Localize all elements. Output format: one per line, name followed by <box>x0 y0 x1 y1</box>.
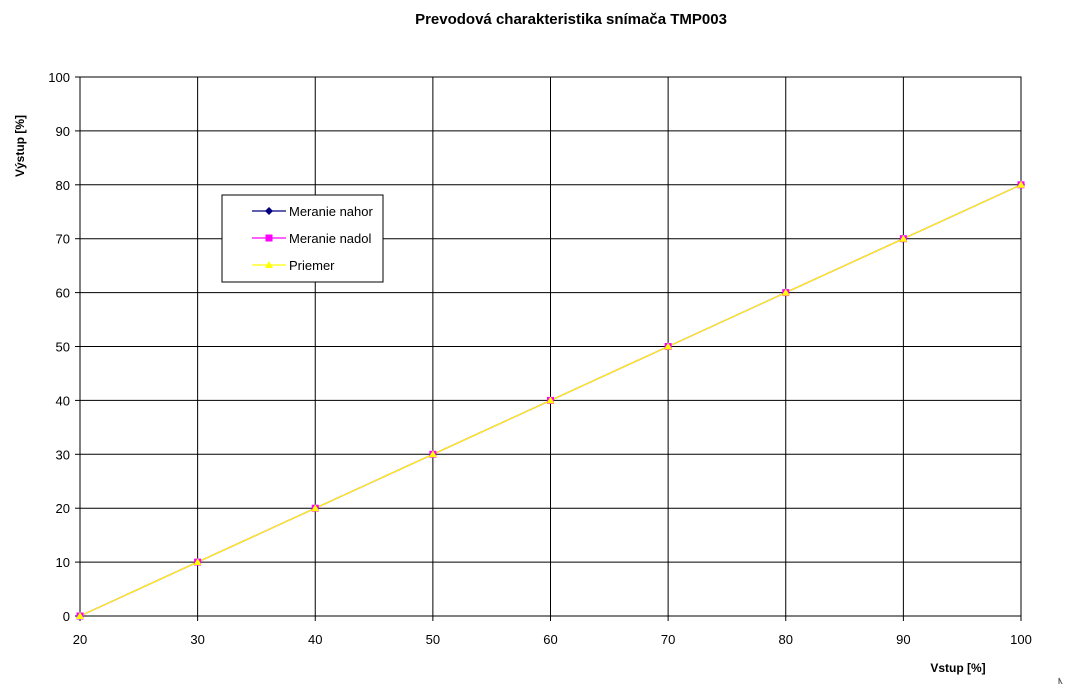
legend-marker <box>265 234 273 242</box>
chart-title: Prevodová charakteristika snímača TMP003 <box>415 11 727 28</box>
data-point <box>899 234 908 242</box>
x-tick-label: 80 <box>779 632 793 647</box>
y-tick-label: 70 <box>56 232 70 247</box>
y-tick-label: 90 <box>56 124 70 139</box>
x-tick-label: 30 <box>190 632 204 647</box>
data-point <box>546 396 555 404</box>
x-tick-label: 50 <box>426 632 440 647</box>
y-tick-label: 50 <box>56 340 70 355</box>
data-point <box>311 504 320 512</box>
y-tick-label: 60 <box>56 286 70 301</box>
x-tick-label: 60 <box>543 632 557 647</box>
x-tick-label: 90 <box>896 632 910 647</box>
data-point <box>76 612 84 619</box>
data-point <box>428 450 437 458</box>
x-tick-label: 40 <box>308 632 322 647</box>
legend-box <box>221 194 384 283</box>
legend-label: Meranie nahor <box>289 204 373 219</box>
y-axis-label: Výstup [%] <box>13 115 27 177</box>
x-tick-label: 70 <box>661 632 675 647</box>
legend-label: Meranie nadol <box>289 231 371 246</box>
data-point <box>781 288 790 296</box>
y-tick-label: 10 <box>56 555 70 570</box>
y-tick-label: 30 <box>56 447 70 462</box>
legend-marker <box>265 261 273 268</box>
y-tick-label: 40 <box>56 393 70 408</box>
cursor-icon <box>1058 677 1063 684</box>
x-axis-label: Vstup [%] <box>930 661 985 675</box>
x-tick-label: 100 <box>1010 632 1032 647</box>
y-tick-label: 20 <box>56 501 70 516</box>
y-tick-label: 80 <box>56 178 70 193</box>
legend-marker <box>265 207 273 215</box>
data-point <box>1017 180 1025 188</box>
data-point <box>193 558 202 566</box>
data-point <box>664 342 673 350</box>
legend-label: Priemer <box>289 258 335 273</box>
x-tick-label: 20 <box>73 632 87 647</box>
y-tick-label: 100 <box>48 70 70 85</box>
y-tick-label: 0 <box>63 609 70 624</box>
